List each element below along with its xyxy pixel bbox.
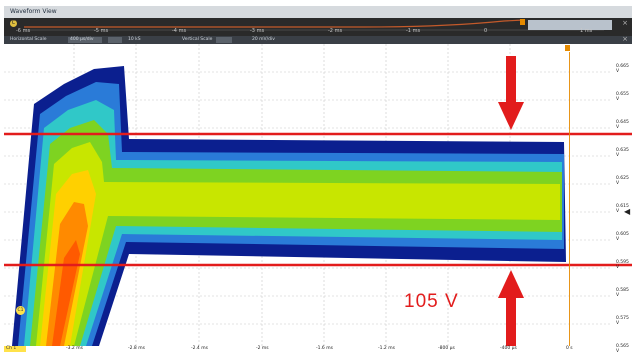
- window-title: Waveform View: [10, 8, 57, 15]
- y-tick-label: 0.595 V: [616, 260, 629, 270]
- vertical-scale-label: Vertical Scale: [182, 37, 213, 42]
- x-tick-label: -3.2 ms: [66, 346, 83, 351]
- trace-envelope-core: [30, 120, 562, 346]
- down-arrow-marker: [498, 56, 524, 130]
- overview-tick: 0: [484, 28, 488, 34]
- voltage-annotation: 105 V: [404, 291, 459, 312]
- level-pointer-icon[interactable]: ◀: [624, 207, 631, 216]
- x-tick-label: -1.6 ms: [316, 346, 333, 351]
- horizontal-scale-value[interactable]: 400 µs/div: [70, 37, 94, 42]
- channel-badge[interactable]: C1: [16, 306, 25, 315]
- y-tick-label: 0.635 V: [616, 148, 629, 158]
- overview-zoom-window[interactable]: [528, 20, 612, 30]
- x-tick-label: -1.2 ms: [378, 346, 395, 351]
- x-tick-label: -800 µs: [438, 346, 455, 351]
- overview-tick: -4 ms: [172, 28, 187, 34]
- x-tick-label: -400 µs: [500, 346, 517, 351]
- x-tick-label: 0 s: [566, 346, 573, 351]
- trigger-line: [569, 52, 570, 346]
- waveform-plot-area[interactable]: 0.665 V 0.655 V 0.645 V 0.635 V 0.625 V …: [4, 44, 632, 352]
- y-tick-label: 0.665 V: [616, 64, 629, 74]
- y-tick-label: 0.565 V: [616, 344, 629, 352]
- horizontal-scale-label: Horizontal Scale: [10, 37, 47, 42]
- sample-count-value[interactable]: 10 kS: [128, 37, 141, 42]
- y-tick-label: 0.625 V: [616, 176, 629, 186]
- window-titlebar[interactable]: Waveform View: [4, 6, 632, 18]
- waveform-svg: [4, 44, 632, 346]
- overview-close-icon[interactable]: ×: [622, 19, 628, 27]
- y-tick-label: 0.645 V: [616, 120, 629, 130]
- overview-tick: -6 ms: [16, 28, 31, 34]
- trace-hot-peak: [52, 240, 80, 346]
- trigger-marker[interactable]: [565, 45, 570, 51]
- overview-tick: 1 ms: [580, 28, 593, 34]
- vertical-scale-value[interactable]: 20 mV/div: [252, 37, 275, 42]
- y-tick-label: 0.655 V: [616, 92, 629, 102]
- overview-channel-icon[interactable]: C: [10, 20, 17, 27]
- x-tick-label: -2.4 ms: [191, 346, 208, 351]
- overview-trace: [24, 19, 604, 31]
- trace-envelope-bright: [36, 142, 560, 346]
- overview-tick: -3 ms: [250, 28, 265, 34]
- channel-footer-label[interactable]: Ch 1: [4, 346, 26, 352]
- overview-tick: -5 ms: [94, 28, 109, 34]
- overview-tick: -2 ms: [328, 28, 343, 34]
- overview-strip[interactable]: C -6 ms -5 ms -4 ms -3 ms -2 ms -1 ms 0 …: [4, 18, 632, 37]
- overview-tick: -1 ms: [406, 28, 421, 34]
- y-tick-label: 0.585 V: [616, 288, 629, 298]
- y-tick-label: 0.615 V: [616, 204, 629, 214]
- y-tick-label: 0.575 V: [616, 316, 629, 326]
- x-tick-label: -2.8 ms: [128, 346, 145, 351]
- x-tick-label: -2 ms: [256, 346, 269, 351]
- overview-trigger-marker[interactable]: [520, 19, 525, 25]
- y-tick-label: 0.605 V: [616, 232, 629, 242]
- toolbar-close-icon[interactable]: ×: [622, 35, 628, 43]
- up-arrow-marker: [498, 270, 524, 346]
